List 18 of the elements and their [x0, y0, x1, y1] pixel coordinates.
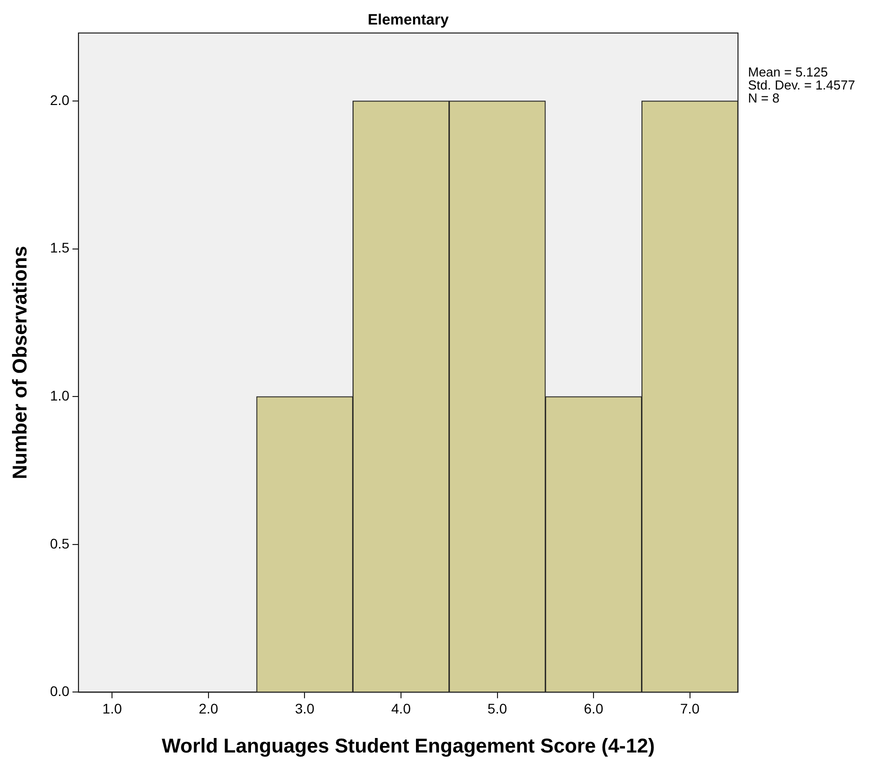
x-tick-label: 6.0 — [584, 700, 604, 716]
x-tick-label: 7.0 — [680, 700, 700, 716]
x-tick-label: 3.0 — [294, 700, 315, 716]
text: Std. Dev. = 1.4577 — [748, 78, 856, 93]
text: Mean = 5.125 — [748, 64, 828, 80]
x-tick-label: 1.0 — [102, 700, 122, 716]
chart-title: Elementary — [368, 12, 450, 29]
x-tick-label: 2.0 — [198, 700, 218, 716]
y-axis-title: Number of Observations — [10, 246, 32, 480]
y-tick-label: 0.5 — [50, 535, 70, 552]
x-axis-title: World Languages Student Engagement Score (4-12) — [162, 736, 655, 758]
y-tick-label: 2.0 — [50, 92, 70, 108]
text: N = 8 — [748, 90, 780, 106]
y-tick-label: 1.0 — [50, 387, 70, 404]
y-tick-label: 0.0 — [50, 683, 70, 700]
x-tick-label: 4.0 — [391, 700, 411, 716]
x-tick-label: 5.0 — [488, 700, 508, 716]
y-tick-label: 1.5 — [50, 240, 70, 256]
